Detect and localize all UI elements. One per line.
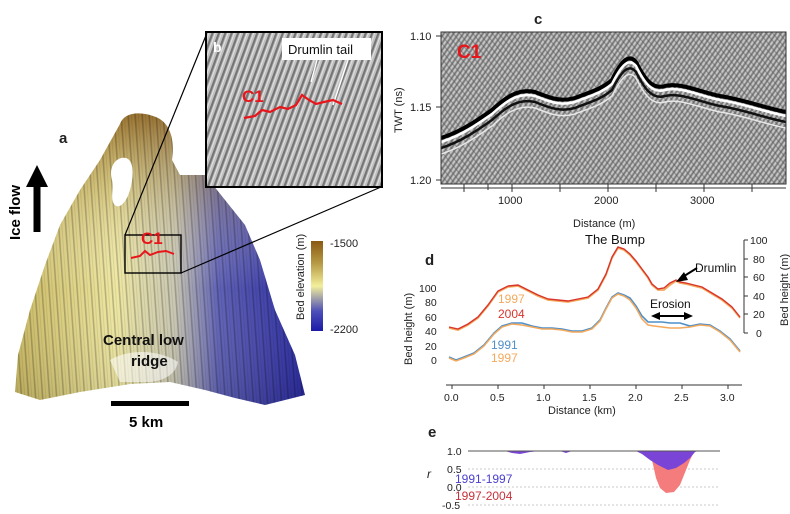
e-legend-1991-1997: 1991-1997 (455, 472, 513, 486)
d-left-ytick-2: 40 (425, 326, 437, 338)
c-ytick-2: 1.20 (410, 175, 431, 187)
panel-c: c C1 1.10 1.15 1.20 TWT (ns) (393, 11, 787, 230)
e-ylabel: r (427, 467, 432, 481)
e-legend-1997-2004: 1997-2004 (455, 489, 513, 503)
panel-d-right-axis: 100 80 60 40 20 0 Bed height (m) (743, 235, 790, 340)
e-ytick-0: 1.0 (447, 446, 462, 458)
ice-flow-label: Ice flow (7, 185, 24, 240)
panel-e: e 1.0 0.5 0.0 -0.5 r 1991-1997 1997-2004 (427, 424, 720, 512)
profile-box-a (124, 234, 182, 274)
panel-d: d The Bump Bed height (m) 100 80 60 40 2… (403, 232, 790, 417)
d-xtick-2: 1.0 (536, 392, 551, 404)
profile-label-b: C1 (242, 87, 264, 106)
d-right-ytick-0: 0 (756, 328, 762, 340)
d-xlabel: Distance (km) (548, 405, 616, 417)
profile-line-a (130, 249, 175, 259)
d-legend-1997-lower: 1997 (491, 351, 518, 365)
panel-a-letter: a (59, 130, 68, 147)
d-left-ytick-0: 0 (431, 355, 437, 367)
d-right-ytick-5: 100 (750, 235, 768, 247)
panel-c-letter: c (534, 11, 542, 28)
e-ytick-3: -0.5 (442, 500, 460, 512)
c-ylabel: TWT (ns) (393, 87, 405, 133)
panel-b: b Drumlin tail C1 (205, 31, 383, 188)
ice-flow-arrow (26, 165, 48, 232)
d-right-ytick-2: 40 (753, 291, 765, 303)
d-curve-2004-upper (448, 246, 741, 330)
panel-c-x-axis: 1000 2000 3000 (441, 184, 786, 207)
ridge-label-line2: ridge (131, 353, 168, 370)
panel-d-letter: d (425, 252, 434, 269)
c-ytick-1: 1.15 (410, 102, 431, 114)
e-ytick-1: 0.5 (447, 464, 462, 476)
panel-d-x-axis: 0.0 0.5 1.0 1.5 2.0 2.5 3.0 (444, 384, 742, 404)
panel-e-letter: e (428, 424, 436, 441)
d-left-ylabel: Bed height (m) (403, 293, 415, 365)
d-drumlin-arrow (676, 267, 698, 282)
c-xtick-0: 1000 (498, 195, 522, 207)
drumlin-tail-pointers (310, 59, 349, 106)
d-right-ytick-4: 80 (753, 254, 765, 266)
radargram (441, 32, 786, 184)
panel-c-frame (440, 31, 787, 185)
c-ytick-0: 1.10 (410, 31, 431, 43)
e-ytick-2: 0.0 (447, 482, 462, 494)
drumlin-tail-label: Drumlin tail (288, 42, 353, 57)
d-legend-2004-upper: 2004 (498, 307, 525, 321)
panel-a: a Ice flow C1 Central low ridge 5 km (7, 113, 358, 431)
profile-label-c: C1 (457, 42, 482, 63)
d-legend-1991-lower: 1991 (491, 338, 518, 352)
d-xtick-1: 0.5 (490, 392, 505, 404)
d-xtick-5: 2.5 (674, 392, 689, 404)
zoom-connector (124, 32, 382, 274)
scale-label: 5 km (129, 414, 163, 431)
d-left-ytick-3: 60 (425, 312, 437, 324)
surface-hole (111, 157, 133, 207)
bed-elevation-surface (15, 113, 305, 405)
d-xtick-0: 0.0 (444, 392, 459, 404)
d-xtick-4: 2.0 (628, 392, 643, 404)
ridge-label-line1: Central low (103, 332, 184, 349)
profile-label-a: C1 (141, 229, 163, 248)
d-drumlin-label: Drumlin (695, 261, 736, 275)
d-right-ytick-1: 20 (753, 309, 765, 321)
d-title: The Bump (585, 232, 645, 247)
drumlin-tail-label-bg (282, 38, 371, 60)
d-left-ytick-4: 80 (425, 297, 437, 309)
scale-bar (111, 401, 189, 406)
e-fill-1991-1997 (505, 451, 698, 470)
colorbar-min: -2200 (330, 324, 358, 336)
colorbar-title: Bed elevation (m) (295, 234, 307, 320)
d-left-ytick-1: 20 (425, 341, 437, 353)
panel-e-y-axis: 1.0 0.5 0.0 -0.5 (442, 446, 462, 512)
panel-b-frame (205, 31, 383, 188)
c-xtick-1: 2000 (594, 195, 618, 207)
panel-b-letter: b (213, 39, 222, 55)
d-erosion-arrow (651, 312, 693, 320)
profile-line-b (243, 93, 343, 120)
colorbar (311, 241, 323, 331)
d-legend-1997-upper: 1997 (498, 292, 525, 306)
panel-c-y-axis: 1.10 1.15 1.20 (410, 31, 441, 187)
d-right-ylabel: Bed height (m) (779, 254, 790, 326)
d-xtick-3: 1.5 (582, 392, 597, 404)
d-xtick-6: 3.0 (720, 392, 735, 404)
d-curve-1997-lower (448, 293, 741, 362)
d-erosion-label: Erosion (650, 297, 691, 311)
c-xlabel: Distance (m) (573, 218, 635, 230)
colorbar-max: -1500 (330, 238, 358, 250)
d-right-ytick-3: 60 (753, 272, 765, 284)
panel-d-left-axis: Bed height (m) 100 80 60 40 20 0 (403, 283, 437, 367)
d-left-ytick-5: 100 (419, 283, 437, 295)
c-xtick-2: 3000 (690, 195, 714, 207)
